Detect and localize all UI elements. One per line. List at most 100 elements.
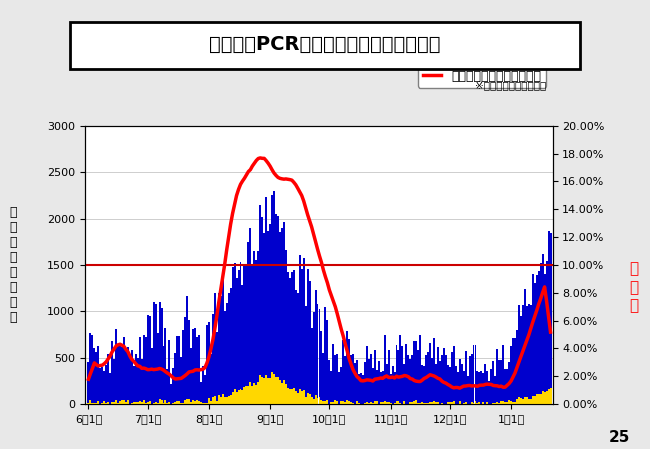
Bar xyxy=(246,386,248,404)
Bar xyxy=(524,289,526,404)
Bar xyxy=(530,399,532,404)
Bar xyxy=(425,355,427,404)
Bar xyxy=(291,273,293,404)
Bar xyxy=(431,358,433,404)
Bar xyxy=(254,251,255,404)
Bar xyxy=(445,355,447,404)
Bar xyxy=(549,233,551,404)
Bar xyxy=(162,346,164,404)
Bar xyxy=(133,402,135,404)
Bar xyxy=(131,350,133,404)
Bar xyxy=(504,402,506,404)
Bar xyxy=(395,401,398,404)
Bar xyxy=(188,320,190,404)
Bar xyxy=(204,375,206,404)
FancyBboxPatch shape xyxy=(70,22,580,69)
Bar xyxy=(119,346,121,404)
Bar xyxy=(170,384,172,404)
Bar xyxy=(368,359,370,404)
Bar xyxy=(510,401,512,404)
Bar xyxy=(139,401,141,404)
Bar xyxy=(520,398,522,404)
Bar xyxy=(500,401,502,404)
Bar xyxy=(273,191,275,404)
Bar xyxy=(453,401,455,404)
Bar xyxy=(398,350,400,404)
Bar xyxy=(385,364,387,404)
Bar xyxy=(469,356,471,404)
Bar xyxy=(200,382,202,404)
Bar xyxy=(380,401,382,404)
Bar xyxy=(538,394,540,404)
Bar xyxy=(119,401,121,404)
Bar xyxy=(139,337,141,404)
Bar xyxy=(229,288,231,404)
Bar xyxy=(334,400,336,404)
Bar xyxy=(227,293,229,404)
Bar xyxy=(186,296,188,404)
Bar xyxy=(297,393,299,404)
Bar xyxy=(127,348,129,404)
Bar xyxy=(164,400,166,404)
Bar xyxy=(427,403,429,404)
Bar xyxy=(488,381,490,404)
Bar xyxy=(285,384,287,404)
Bar xyxy=(248,242,250,404)
Bar xyxy=(145,403,147,404)
Bar xyxy=(322,353,324,404)
Bar xyxy=(105,365,107,404)
Bar xyxy=(368,403,370,404)
Bar xyxy=(372,368,374,404)
Bar xyxy=(287,273,289,404)
Bar xyxy=(340,367,342,404)
Bar xyxy=(443,348,445,404)
Bar xyxy=(528,399,530,404)
Bar xyxy=(273,374,275,404)
Bar xyxy=(364,403,366,404)
Bar xyxy=(384,335,385,404)
Bar xyxy=(352,354,354,404)
Bar xyxy=(389,374,391,404)
Bar xyxy=(281,228,283,404)
Bar xyxy=(224,396,226,404)
Bar xyxy=(309,281,311,404)
Bar xyxy=(451,402,453,404)
Bar xyxy=(117,345,119,404)
Bar xyxy=(190,402,192,404)
Bar xyxy=(263,378,265,404)
Bar xyxy=(311,397,313,404)
Bar xyxy=(545,260,547,404)
Bar xyxy=(437,347,439,404)
Bar xyxy=(348,401,350,404)
Bar xyxy=(441,403,443,404)
Bar xyxy=(435,364,437,404)
Bar xyxy=(473,403,474,404)
Bar xyxy=(242,285,244,404)
Legend: PCR検査数, PCR検査数_陽性確認, 陽性率（７日間移動平均）: PCR検査数, PCR検査数_陽性確認, 陽性率（７日間移動平均） xyxy=(417,26,546,88)
Bar xyxy=(297,293,299,404)
Bar xyxy=(200,402,202,404)
Bar xyxy=(453,346,455,404)
Bar xyxy=(151,348,153,404)
Bar xyxy=(137,402,139,404)
Bar xyxy=(176,336,178,404)
Bar xyxy=(244,387,246,404)
Bar xyxy=(455,366,457,404)
Bar xyxy=(135,353,137,404)
Bar xyxy=(222,278,224,404)
Bar xyxy=(518,305,520,404)
Bar xyxy=(178,335,180,404)
Bar xyxy=(315,395,317,404)
Bar xyxy=(196,338,198,404)
Bar xyxy=(90,401,92,404)
Bar xyxy=(295,391,297,404)
Bar xyxy=(133,366,135,404)
Bar xyxy=(508,401,510,404)
Bar xyxy=(237,270,239,404)
Bar xyxy=(486,402,488,404)
Bar xyxy=(129,357,131,404)
Bar xyxy=(161,400,162,404)
Text: 陽
性
率: 陽 性 率 xyxy=(629,261,638,313)
Bar xyxy=(88,403,90,404)
Bar xyxy=(206,325,208,404)
